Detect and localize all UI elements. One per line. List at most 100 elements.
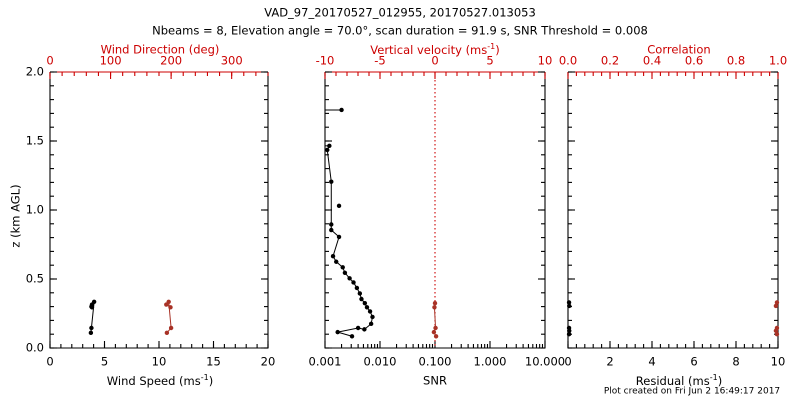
snr-top-tick-label: 10 — [538, 54, 553, 68]
snr-data-point — [368, 321, 374, 327]
wind-data-point — [88, 330, 94, 336]
panel2-top-axis-title: Vertical velocity (ms-1) — [370, 42, 499, 57]
residual-data-point — [774, 325, 780, 331]
y-axis-label: z (km AGL) — [9, 184, 23, 247]
residual-data-point — [566, 325, 572, 331]
panel-snr: 0.001 0.010 0.100 1.000 10.000 -10 -5 0 5 10 — [309, 54, 566, 369]
snr-top-ticks: -10 -5 0 5 10 — [316, 54, 553, 79]
svg-text:Vertical velocity (ms-1): Vertical velocity (ms-1) — [370, 42, 499, 57]
snr-bottom-tick-label: 0.100 — [419, 355, 452, 369]
snr-series-1 — [325, 107, 375, 339]
wind-top-tick-label: 200 — [160, 54, 182, 68]
wind-data-point — [164, 330, 170, 336]
panel1-top-xlabel-text: Wind Direction (deg) — [101, 43, 220, 57]
wind-plot-frame — [49, 72, 269, 349]
residual-bottom-tick-label: 8 — [732, 355, 739, 369]
wind-top-ticks: 0 100 200 300 — [46, 54, 269, 79]
wind-data-point — [168, 325, 174, 331]
y-tick-label: 2.0 — [26, 65, 44, 79]
snr-data-point — [334, 259, 339, 264]
snr-bottom-tick-label: 10.000 — [525, 355, 565, 369]
residual-bottom-ticks: 0 2 4 6 8 10 — [564, 341, 785, 369]
panel2-top-xlabel-text: Vertical velocity (ms — [370, 43, 487, 57]
wind-data-point — [168, 305, 173, 310]
wind-bottom-tick-label: 5 — [101, 355, 108, 369]
snr-top-tick-label: -5 — [374, 54, 385, 68]
residual-bottom-tick-label: 10 — [771, 355, 786, 369]
snr-data-point — [433, 325, 438, 331]
plot-created-footer: Plot created on Fri Jun 2 16:49:17 2017 — [604, 387, 780, 397]
wind-bottom-tick-label: 15 — [206, 355, 221, 369]
wind-data-point — [89, 325, 94, 331]
panel2-xlabel-text: SNR — [423, 374, 447, 388]
snr-data-point — [433, 334, 439, 339]
residual-series-1 — [566, 300, 572, 337]
wind-top-tick-label: 300 — [221, 54, 243, 68]
figure-subtitle: Nbeams = 8, Elevation angle = 70.0°, sca… — [152, 24, 648, 38]
panel3-bottom-axis-title: Residual (ms-1) — [636, 373, 722, 388]
residual-plot-frame — [567, 72, 779, 349]
svg-text:Residual (ms-1): Residual (ms-1) — [636, 373, 722, 388]
panel3-top-xlabel-text: Correlation — [647, 43, 710, 57]
snr-top-tick-label: 5 — [486, 54, 493, 68]
snr-data-point-isolated — [336, 203, 342, 209]
snr-data-point — [370, 314, 375, 320]
panel3-top-axis-title: Correlation — [647, 43, 710, 57]
snr-data-point — [362, 300, 368, 306]
residual-data-point — [566, 332, 572, 337]
residual-top-tick-label: 0.0 — [559, 54, 577, 68]
wind-data-point — [164, 302, 169, 307]
snr-data-point — [432, 300, 438, 306]
snr-bottom-tick-label: 1.000 — [474, 355, 507, 369]
snr-data-point — [340, 265, 345, 270]
snr-top-tick-label: 0 — [431, 54, 438, 68]
snr-bottom-ticks: 0.001 0.010 0.100 1.000 10.000 — [309, 341, 565, 369]
snr-data-point — [362, 327, 367, 332]
wind-bottom-tick-label: 20 — [261, 355, 276, 369]
snr-data-point — [431, 329, 437, 335]
snr-data-point — [349, 334, 355, 339]
snr-data-point — [329, 227, 334, 233]
figure-title: VAD_97_20170527_012955, 20170527.013053 — [264, 6, 536, 20]
snr-data-point — [336, 234, 342, 240]
residual-bottom-tick-label: 6 — [690, 355, 697, 369]
residual-top-tick-label: 1.0 — [769, 54, 787, 68]
wind-top-tick-label: 100 — [100, 54, 122, 68]
snr-data-point — [335, 329, 340, 335]
residual-top-tick-label: 0.2 — [601, 54, 619, 68]
snr-series-2 — [431, 300, 439, 339]
snr-bottom-tick-label: 0.010 — [364, 355, 397, 369]
residual-data-point — [566, 300, 572, 305]
panel1-top-axis-title: Wind Direction (deg) — [101, 43, 220, 57]
snr-data-point — [347, 276, 352, 281]
snr-data-point — [354, 285, 360, 291]
snr-data-point — [432, 305, 437, 310]
wind-data-point — [89, 305, 95, 310]
y-tick-label: 0.5 — [26, 272, 44, 286]
snr-data-point — [364, 305, 370, 310]
residual-data-point — [774, 332, 780, 337]
residual-bottom-tick-label: 2 — [606, 355, 613, 369]
snr-data-point — [329, 179, 334, 184]
snr-data-point — [355, 325, 361, 331]
snr-y-ticks — [325, 71, 545, 349]
snr-data-point — [359, 296, 364, 302]
residual-bottom-tick-label: 0 — [564, 355, 571, 369]
residual-top-ticks: 0.0 0.2 0.4 0.6 0.8 1.0 — [559, 54, 787, 79]
residual-data-point — [774, 300, 780, 305]
snr-data-point-isolated — [339, 107, 344, 113]
residual-bottom-tick-label: 4 — [648, 355, 655, 369]
panel-residual: 0 2 4 6 8 10 0.0 0.2 0.4 0.6 0.8 1.0 — [559, 54, 787, 369]
wind-bottom-tick-label: 0 — [46, 355, 53, 369]
snr-data-point — [325, 147, 330, 153]
snr-data-point — [342, 270, 348, 275]
panel1-xlabel-text: Wind Speed (ms — [107, 374, 201, 388]
residual-data-point — [567, 303, 572, 309]
snr-data-point — [330, 254, 336, 259]
wind-bottom-tick-label: 10 — [152, 355, 167, 369]
snr-data-point — [329, 222, 334, 227]
residual-top-tick-label: 0.4 — [643, 54, 661, 68]
